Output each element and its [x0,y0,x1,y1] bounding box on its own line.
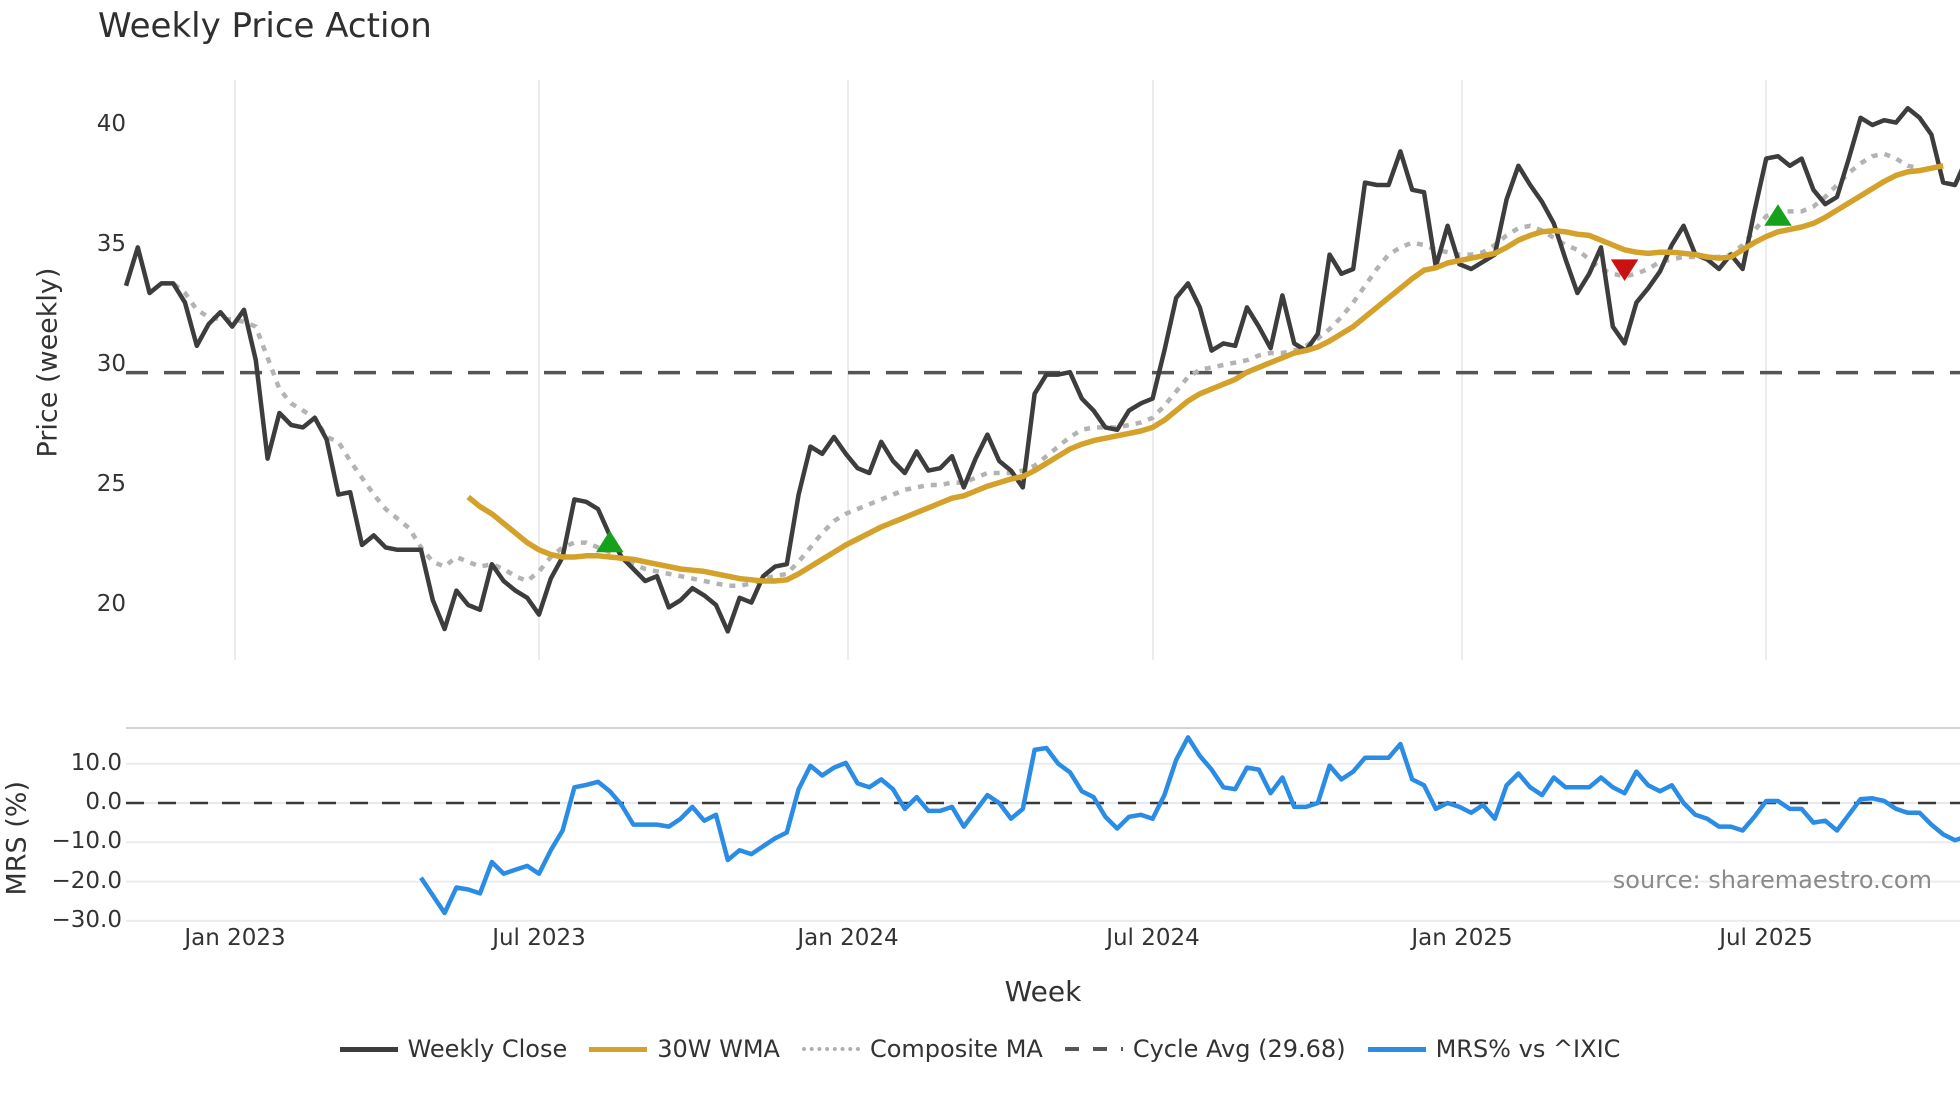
chart-title: Weekly Price Action [98,6,432,46]
signal-markers [596,204,1792,553]
price-ytick: 20 [96,591,126,617]
wma-30w-line [466,163,1944,584]
legend-label: MRS% vs ^IXIC [1435,1035,1621,1063]
legend-label: 30W WMA [657,1035,780,1063]
buy-signal-triangle-up-icon [1764,204,1792,226]
legend-item-composite-ma[interactable]: Composite MA [801,1035,1043,1063]
xtick: Jul 2023 [492,925,586,951]
legend-swatch-dashed-icon [1064,1047,1123,1051]
mrs-axis-label: MRS (%) [1,781,33,896]
mrs-line [419,735,1960,916]
legend-label: Cycle Avg (29.68) [1132,1035,1346,1063]
legend-item-cycle-avg[interactable]: Cycle Avg (29.68) [1064,1035,1346,1063]
buy-signal-triangle-up-icon [596,530,624,553]
mrs-ytick: 0.0 [85,789,122,815]
legend-swatch-dotted-icon [801,1047,860,1051]
composite-ma-line [161,151,1921,589]
price-ytick: 40 [96,111,126,137]
sell-signal-triangle-down-icon [1610,259,1639,281]
xtick: Jan 2025 [1411,925,1513,951]
xtick: Jan 2023 [184,925,286,951]
legend-swatch-solid-icon [1367,1046,1426,1052]
source-annotation: source: sharemaestro.com [1612,866,1932,894]
legend: Weekly Close 30W WMA Composite MA Cycle … [0,1035,1960,1063]
legend-label: Composite MA [869,1035,1043,1063]
legend-item-30w-wma[interactable]: 30W WMA [589,1035,780,1063]
mrs-horizontal-gridlines [126,762,1960,922]
price-vertical-gridlines [234,80,1767,660]
mrs-ytick: −30.0 [51,907,122,933]
legend-swatch-solid-icon [589,1046,648,1052]
legend-item-weekly-close[interactable]: Weekly Close [339,1035,568,1063]
mrs-ytick: 10.0 [70,750,122,776]
legend-swatch-solid-icon [339,1046,398,1052]
x-axis-label: Week [1004,975,1082,1008]
mrs-series-layer [126,735,1960,916]
price-ytick: 35 [96,231,126,257]
mrs-ytick: −20.0 [51,868,122,894]
price-axis-label: Price (weekly) [32,267,64,458]
legend-item-mrs[interactable]: MRS% vs ^IXIC [1367,1035,1621,1063]
xtick: Jan 2024 [797,925,899,951]
xtick: Jul 2024 [1106,925,1200,951]
price-ytick: 30 [96,351,126,377]
xtick: Jul 2025 [1719,925,1813,951]
mrs-ytick: −10.0 [51,828,122,854]
weekly-close-line [123,105,1960,634]
price-series-layer [123,105,1960,634]
price-ytick: 25 [96,471,126,497]
legend-label: Weekly Close [407,1035,568,1063]
